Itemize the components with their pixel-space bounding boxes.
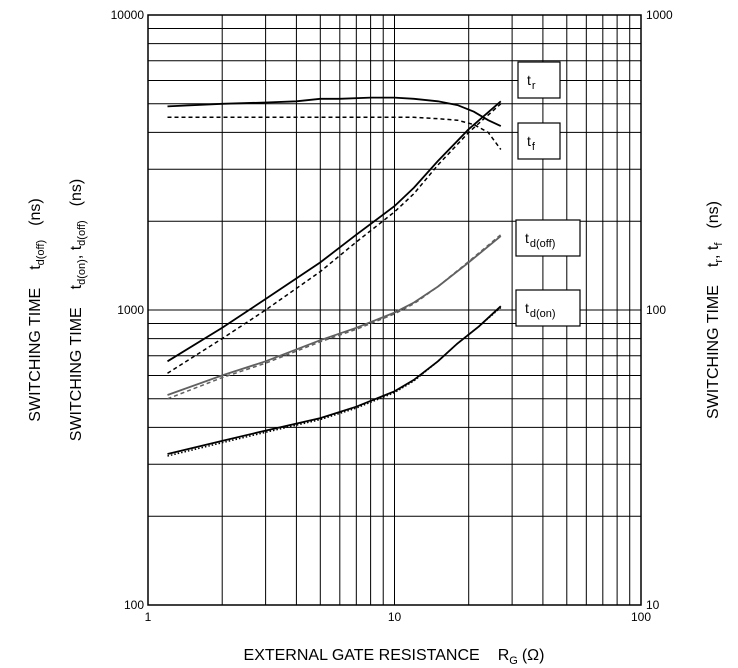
label-box-d-on-: td(on) bbox=[515, 289, 581, 327]
x-tick-label: 1 bbox=[145, 610, 152, 624]
y-axis-label-left-outer: SWITCHING TIMEtd(off)(ns) bbox=[27, 198, 47, 421]
x-tick-label: 100 bbox=[631, 610, 651, 624]
y-axis-label-left-inner: SWITCHING TIMEtd(on), td(off)(ns) bbox=[68, 179, 88, 441]
series-label-boxes: tr tf td(off) td(on) bbox=[515, 61, 581, 327]
series-line-tf bbox=[167, 116, 502, 150]
x-tick-label: 10 bbox=[388, 610, 402, 624]
label-box-r: tr bbox=[517, 61, 561, 99]
y-right-tick-label: 100 bbox=[646, 303, 666, 317]
series-line-td-off-upper-dashed bbox=[167, 103, 502, 374]
label-box-text: tr bbox=[527, 72, 536, 92]
label-box-text: tf bbox=[527, 133, 536, 153]
label-box-frame bbox=[515, 219, 581, 257]
series-line-td-off- bbox=[167, 235, 502, 396]
series-lines bbox=[167, 96, 502, 457]
x-axis-label: EXTERNAL GATE RESISTANCE RG (Ω) bbox=[244, 647, 545, 667]
label-box-d-off-: td(off) bbox=[515, 219, 581, 257]
series-line-tr bbox=[167, 96, 502, 127]
label-box-text: td(on) bbox=[525, 300, 556, 320]
label-box-frame bbox=[515, 289, 581, 327]
y-left-tick-label: 1000 bbox=[117, 303, 144, 317]
y-left-tick-label: 10000 bbox=[111, 8, 145, 22]
series-line-td-off-upper bbox=[167, 100, 502, 363]
series-line-td-off-dashed bbox=[167, 234, 502, 400]
y-right-tick-label: 1000 bbox=[646, 8, 673, 22]
label-box-frame bbox=[517, 122, 561, 160]
label-box-frame bbox=[517, 61, 561, 99]
series-line-td-on- bbox=[167, 305, 502, 455]
plot-frame bbox=[147, 14, 642, 606]
y-right-tick-label: 10 bbox=[646, 598, 660, 612]
y-left-tick-label: 100 bbox=[124, 598, 144, 612]
label-box-text: td(off) bbox=[525, 230, 555, 250]
label-box-f: tf bbox=[517, 122, 561, 160]
y-axis-label-right: SWITCHING TIMEtr, tf(ns) bbox=[705, 201, 725, 419]
